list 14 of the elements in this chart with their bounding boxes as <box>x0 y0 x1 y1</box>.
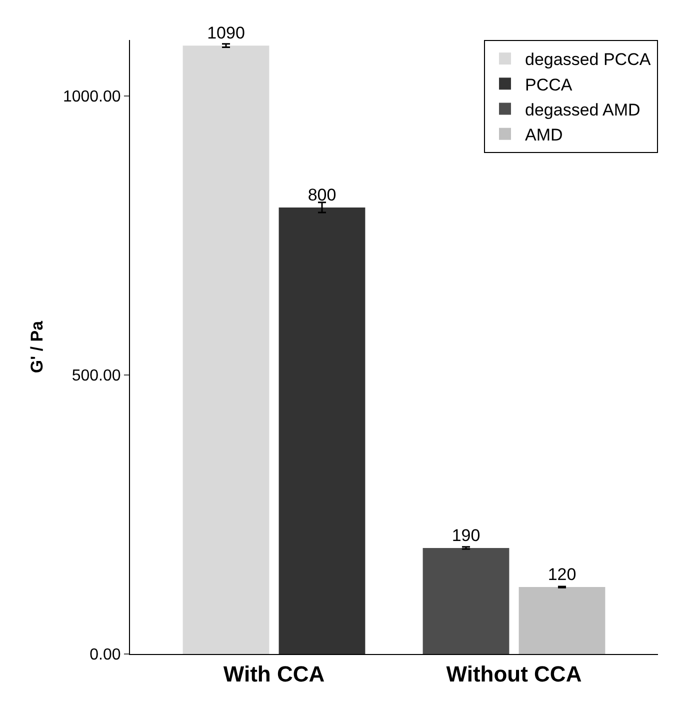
legend-label: PCCA <box>525 75 573 94</box>
data-label: 190 <box>452 526 480 545</box>
data-label: 120 <box>548 565 576 584</box>
legend-label: degassed PCCA <box>525 50 652 70</box>
legend-label: degassed AMD <box>525 100 640 120</box>
data-label: 800 <box>308 185 336 204</box>
y-axis-title: G' / Pa <box>28 320 47 374</box>
y-tick-label: 1000.00 <box>62 88 121 106</box>
y-tick-label: 0.00 <box>90 646 121 664</box>
y-tick-label: 500.00 <box>72 368 121 385</box>
legend-label: AMD <box>525 125 563 144</box>
x-tick-label: With CCA <box>223 661 325 686</box>
data-label: 1090 <box>207 24 245 43</box>
x-tick-label: Without CCA <box>446 661 582 686</box>
